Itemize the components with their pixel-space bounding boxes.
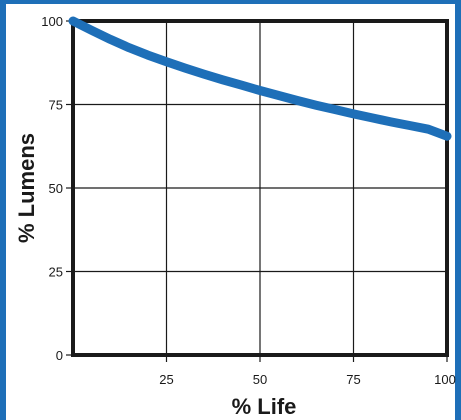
y-axis-title: % Lumens xyxy=(14,133,39,243)
x-tick-label: 25 xyxy=(159,372,173,387)
y-tick-label: 100 xyxy=(41,14,63,29)
x-tick-labels: 25 50 75 100 xyxy=(159,355,456,387)
x-tick-label: 50 xyxy=(253,372,267,387)
x-tick-label: 100 xyxy=(434,372,456,387)
y-tick-label: 50 xyxy=(49,181,63,196)
y-tick-labels: 0 25 50 75 100 xyxy=(41,14,73,363)
y-tick-label: 25 xyxy=(49,265,63,280)
y-tick-label: 0 xyxy=(56,348,63,363)
x-axis-title: % Life xyxy=(232,394,297,419)
grid-lines xyxy=(73,21,447,355)
x-tick-label: 75 xyxy=(346,372,360,387)
y-tick-label: 75 xyxy=(49,98,63,113)
